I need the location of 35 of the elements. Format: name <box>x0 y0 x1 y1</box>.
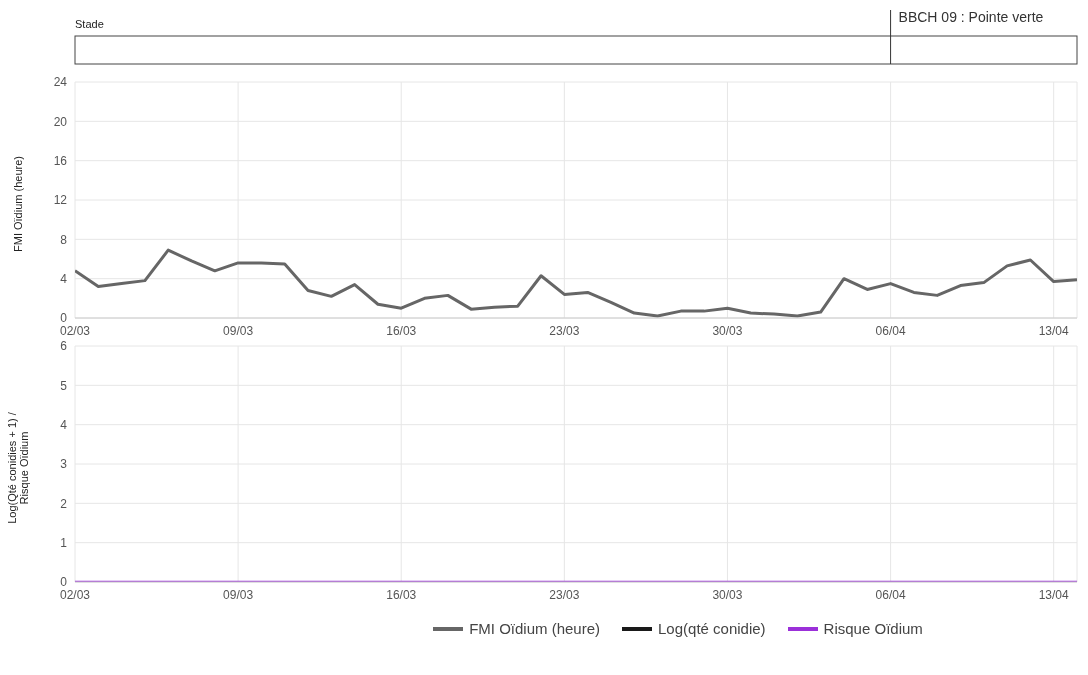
y-axis-title: FMI Oïdium (heure) <box>12 156 24 252</box>
y-tick-label: 3 <box>60 457 68 472</box>
y-tick-label: 16 <box>53 153 68 168</box>
legend-label: Log(qté conidie) <box>657 620 766 637</box>
y-tick-label: 8 <box>60 232 68 247</box>
ref-line-label: BBCH 09 : Pointe verte <box>898 9 1044 25</box>
x-tick-label: 02/03 <box>59 587 91 602</box>
y-tick-label: 0 <box>60 575 68 590</box>
chart-title: Stade <box>75 18 104 30</box>
x-tick-label: 13/04 <box>1038 323 1070 338</box>
y-tick-label: 4 <box>60 417 68 432</box>
x-tick-label: 09/03 <box>223 587 254 602</box>
x-tick-label: 06/04 <box>875 323 906 338</box>
x-tick-label: 23/03 <box>549 587 580 602</box>
legend-label: FMI Oïdium (heure) <box>468 620 601 637</box>
x-tick-label: 30/03 <box>712 587 743 602</box>
y-tick-label: 0 <box>60 311 68 326</box>
y-tick-label: 6 <box>60 339 68 354</box>
y-axis-title: Log(Qté conidies + 1) / Risque Oïdium <box>6 411 30 524</box>
y-tick-label: 20 <box>53 114 68 129</box>
x-tick-label: 16/03 <box>386 587 417 602</box>
y-tick-label: 12 <box>53 193 68 208</box>
y-tick-label: 2 <box>60 496 68 511</box>
x-tick-label: 13/04 <box>1038 587 1070 602</box>
x-tick-label: 23/03 <box>549 323 580 338</box>
x-tick-label: 02/03 <box>59 323 91 338</box>
legend-label: Risque Oïdium <box>822 620 923 637</box>
y-tick-label: 24 <box>53 75 68 90</box>
x-tick-label: 16/03 <box>386 323 417 338</box>
x-tick-label: 09/03 <box>223 323 254 338</box>
y-tick-label: 4 <box>60 271 68 286</box>
y-tick-label: 5 <box>60 378 68 393</box>
y-tick-label: 1 <box>60 535 68 550</box>
x-tick-label: 30/03 <box>712 323 743 338</box>
x-tick-label: 06/04 <box>875 587 906 602</box>
